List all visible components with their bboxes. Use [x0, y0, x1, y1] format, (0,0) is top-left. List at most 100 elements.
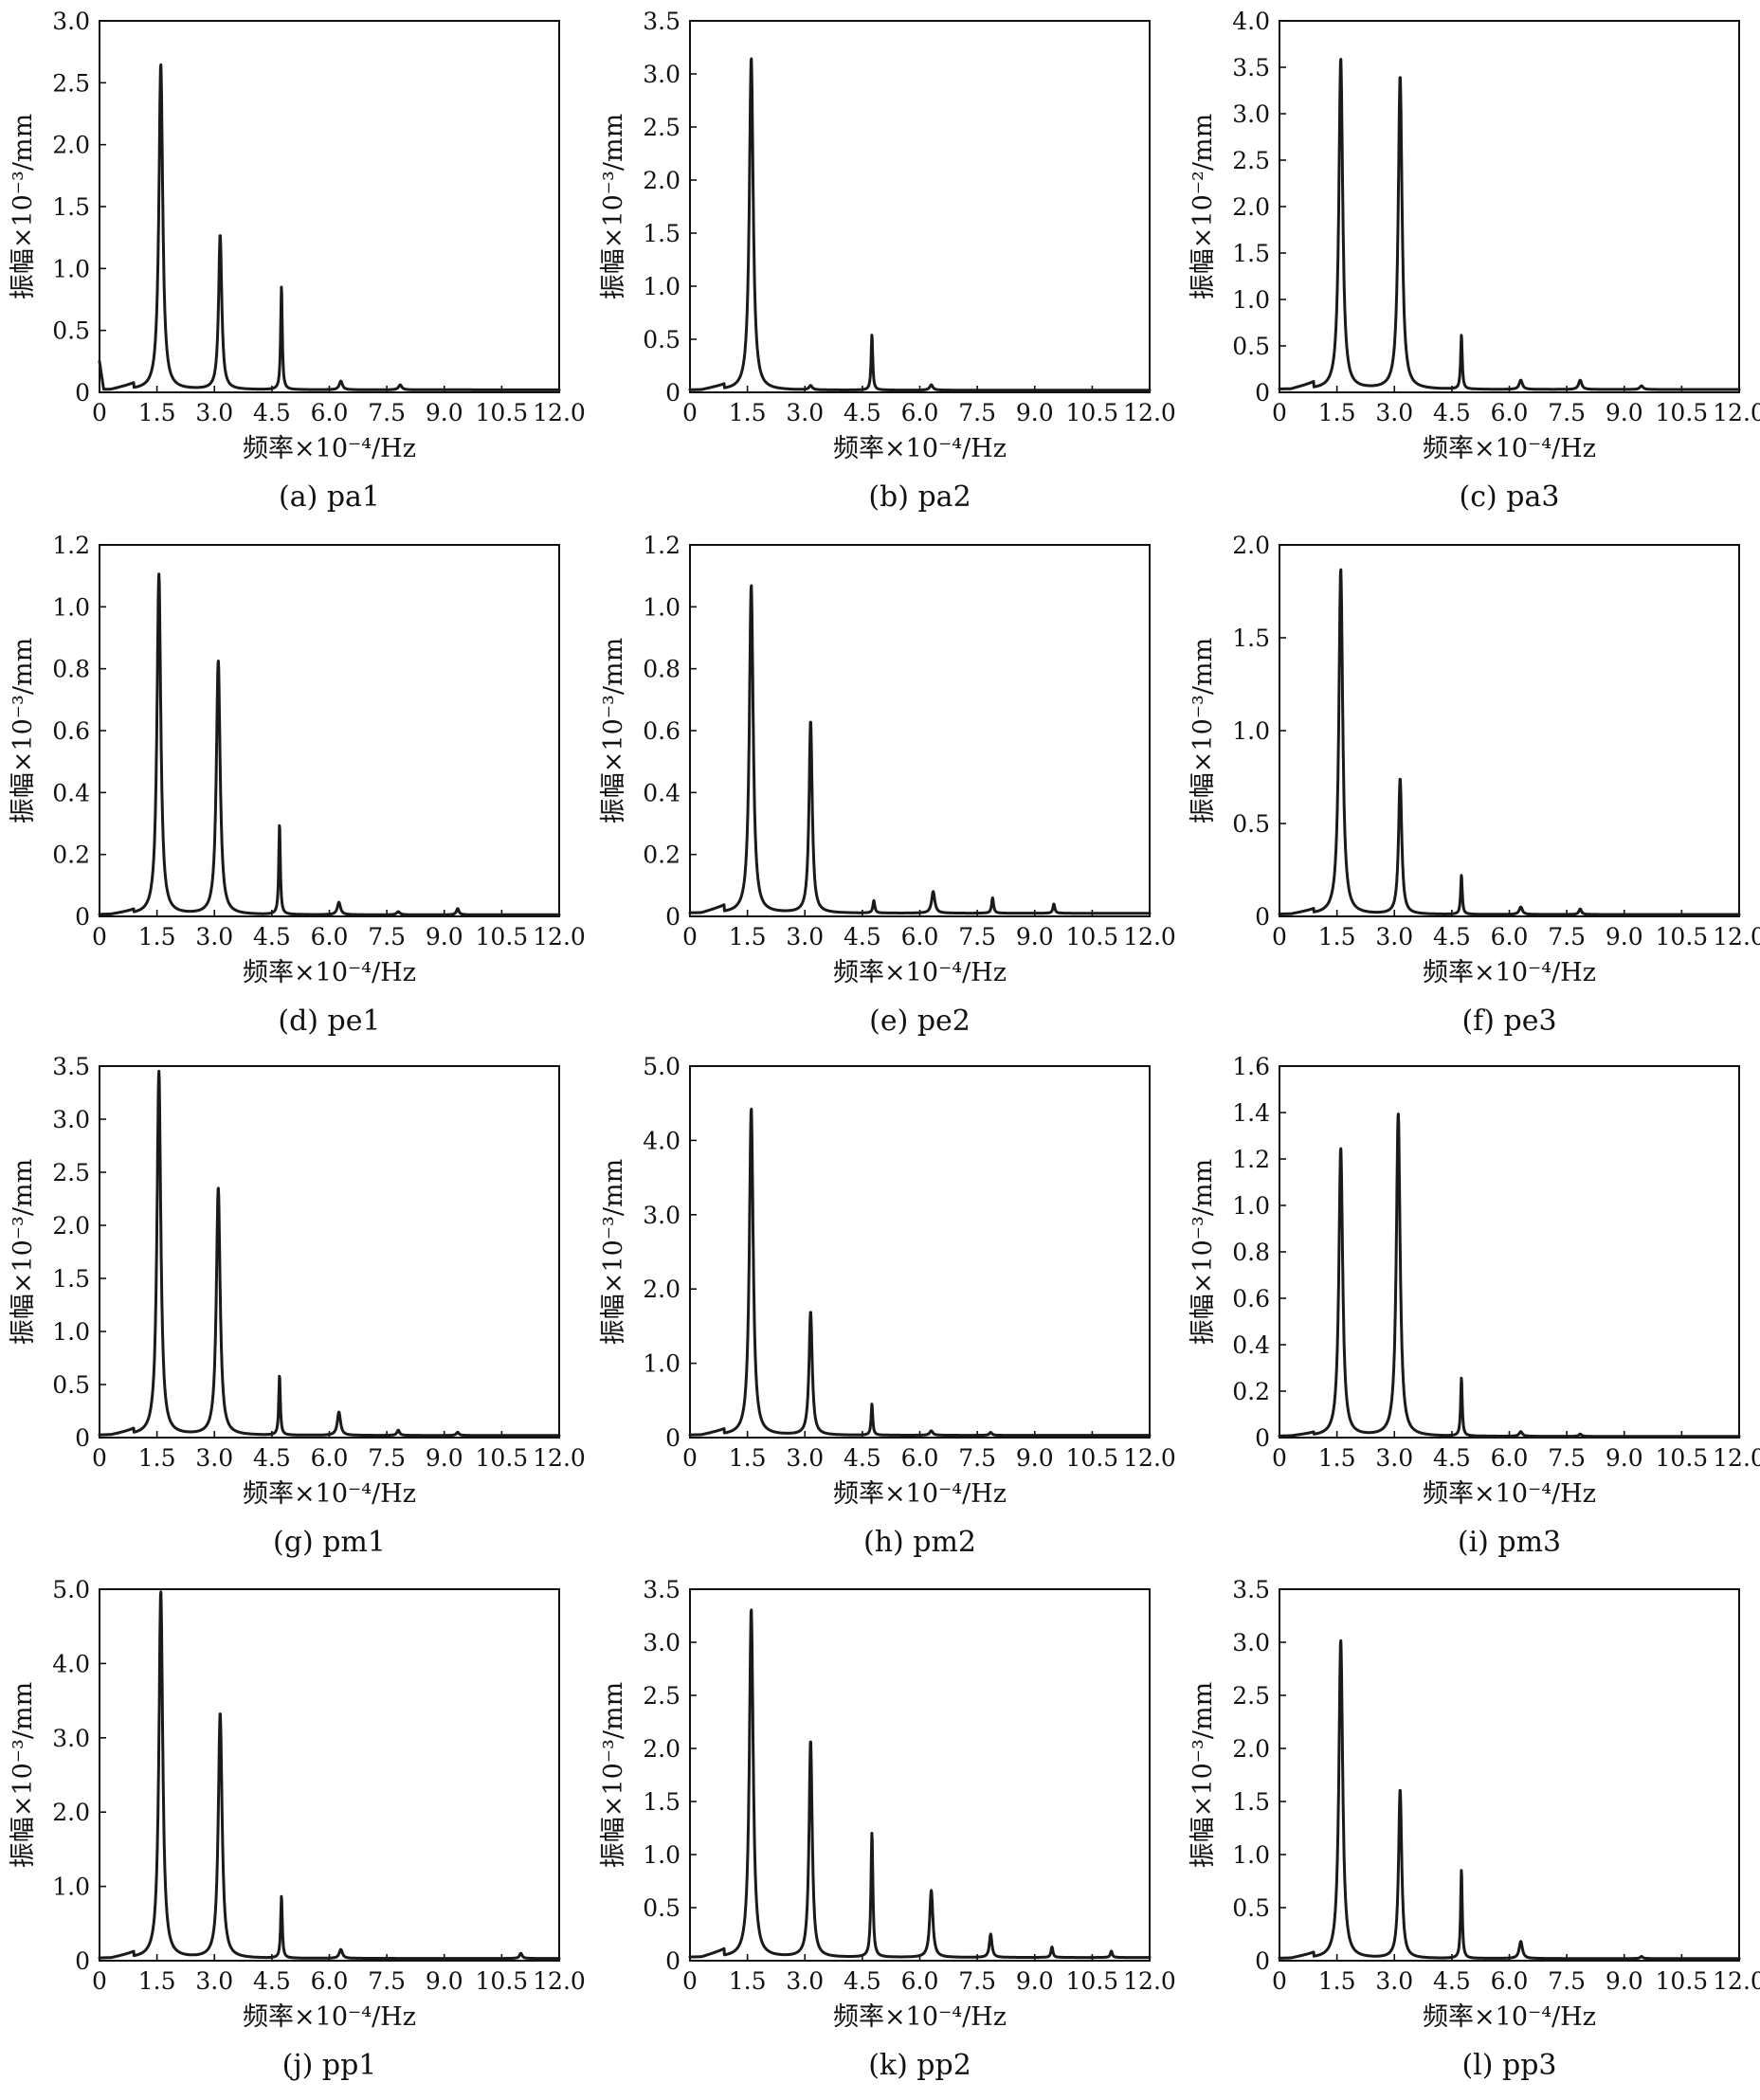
- y-axis-title: 振幅×10⁻³/mm: [599, 638, 628, 824]
- y-tick-label: 0.5: [643, 1894, 680, 1922]
- y-axis-title: 振幅×10⁻³/mm: [599, 1682, 628, 1868]
- x-tick-label: 1.5: [729, 1967, 767, 1995]
- y-tick-label: 0.2: [1232, 1378, 1270, 1405]
- y-tick-label: 2.0: [643, 1735, 680, 1763]
- x-tick-label: 9.0: [1606, 923, 1643, 950]
- y-tick-label: 2.0: [52, 1212, 90, 1240]
- x-tick-label: 7.5: [958, 399, 996, 426]
- y-tick-label: 0.2: [52, 842, 90, 869]
- x-tick-label: 4.5: [1433, 399, 1471, 426]
- panel-caption: (l) pp3: [1461, 2049, 1556, 2082]
- x-axis-title: 频率×10⁻⁴/Hz: [833, 958, 1007, 987]
- y-tick-label: 2.0: [1232, 1735, 1270, 1763]
- x-tick-label: 0: [1272, 923, 1287, 950]
- y-tick-label: 0.5: [1232, 810, 1270, 838]
- y-tick-label: 0.4: [1232, 1331, 1270, 1359]
- y-tick-label: 1.0: [1232, 286, 1270, 314]
- plot-frame: [99, 20, 560, 393]
- y-tick-label: 5.0: [52, 1576, 90, 1603]
- y-tick-label: 2.0: [1232, 193, 1270, 221]
- spectrum-line: [1278, 568, 1741, 916]
- x-tick-label: 7.5: [1548, 1444, 1586, 1472]
- y-axis-title: 振幅×10⁻³/mm: [9, 638, 38, 824]
- panel-caption: (b) pa2: [868, 480, 971, 514]
- x-tick-label: 3.0: [786, 399, 824, 426]
- x-tick-label: 1.5: [1318, 923, 1356, 950]
- plot-frame: [689, 20, 1151, 393]
- x-axis-title: 频率×10⁻⁴/Hz: [243, 434, 416, 463]
- chart-panel-j: 0 1.5 3.0 4.5 6.0 7.5 9.0 10.5 12.0 0 1.0 2.0 3.0 4.0…: [9, 1576, 586, 2082]
- x-tick-label: 4.5: [1433, 1444, 1471, 1472]
- x-tick-label: 6.0: [311, 923, 349, 950]
- y-axis-title: 振幅×10⁻³/mm: [9, 114, 38, 299]
- y-axis-title: 振幅×10⁻³/mm: [599, 114, 628, 299]
- x-tick-label: 1.5: [729, 1444, 767, 1472]
- y-tick-label: 3.0: [52, 1725, 90, 1752]
- x-tick-label: 12.0: [1123, 1444, 1176, 1472]
- x-tick-label: 9.0: [1016, 1444, 1054, 1472]
- spectrum-line: [1278, 1113, 1741, 1439]
- y-tick-label: 2.0: [52, 132, 90, 159]
- x-tick-label: 3.0: [195, 1444, 233, 1472]
- y-tick-label: 0: [75, 379, 90, 407]
- x-tick-label: 3.0: [1375, 399, 1413, 426]
- panel-caption: (a) pa1: [279, 480, 380, 514]
- y-tick-label: 1.0: [1232, 1192, 1270, 1220]
- x-tick-label: 3.0: [1375, 1444, 1413, 1472]
- panel-caption: (g) pm1: [273, 1526, 386, 1559]
- x-tick-label: 0: [92, 1967, 107, 1995]
- x-tick-label: 1.5: [1318, 1967, 1356, 1995]
- plot-frame: [1279, 1588, 1740, 1962]
- spectrum-line: [688, 1608, 1152, 1960]
- panel-caption: (j) pp1: [282, 2049, 377, 2082]
- x-tick-label: 12.0: [1123, 923, 1176, 950]
- y-tick-label: 1.5: [643, 220, 680, 247]
- y-axis-title: 振幅×10⁻³/mm: [9, 1682, 38, 1868]
- y-tick-label: 2.5: [1232, 147, 1270, 174]
- x-tick-label: 7.5: [1548, 923, 1586, 950]
- spectrum-line: [688, 584, 1152, 915]
- x-tick-label: 1.5: [138, 1967, 176, 1995]
- x-tick-label: 4.5: [253, 399, 291, 426]
- x-axis-title: 频率×10⁻⁴/Hz: [833, 434, 1007, 463]
- x-tick-label: 9.0: [426, 1444, 463, 1472]
- x-tick-label: 9.0: [1016, 923, 1054, 950]
- x-tick-label: 6.0: [901, 399, 939, 426]
- y-tick-label: 5.0: [643, 1053, 680, 1080]
- x-tick-label: 12.0: [1713, 1444, 1760, 1472]
- y-tick-label: 1.0: [643, 273, 680, 300]
- x-tick-label: 0: [92, 399, 107, 426]
- chart-panel-h: 0 1.5 3.0 4.5 6.0 7.5 9.0 10.5 12.0 0 1.0 2.0 3.0 4.0…: [599, 1053, 1176, 1559]
- x-tick-label: 4.5: [844, 1967, 881, 1995]
- x-tick-label: 4.5: [1433, 923, 1471, 950]
- spectrum-line: [98, 1069, 561, 1438]
- x-tick-label: 0: [682, 923, 698, 950]
- spectrum-line: [98, 63, 561, 391]
- y-tick-label: 0.4: [52, 779, 90, 806]
- y-tick-label: 4.0: [643, 1127, 680, 1154]
- x-tick-label: 1.5: [138, 399, 176, 426]
- x-tick-label: 12.0: [1123, 399, 1176, 426]
- x-tick-label: 0: [1272, 1444, 1287, 1472]
- x-axis-title: 频率×10⁻⁴/Hz: [243, 958, 416, 987]
- panel-caption: (e) pe2: [869, 1005, 971, 1038]
- y-tick-label: 1.0: [643, 1841, 680, 1869]
- x-axis-title: 频率×10⁻⁴/Hz: [243, 2002, 416, 2032]
- x-tick-label: 0: [92, 1444, 107, 1472]
- y-tick-label: 0.8: [1232, 1239, 1270, 1266]
- x-tick-label: 9.0: [1606, 1967, 1643, 1995]
- x-tick-label: 10.5: [1656, 399, 1709, 426]
- panel-caption: (c) pa3: [1460, 480, 1560, 514]
- x-tick-label: 6.0: [1491, 399, 1529, 426]
- plot-frame: [689, 1588, 1151, 1962]
- y-tick-label: 0.6: [643, 717, 680, 745]
- y-tick-label: 3.0: [52, 8, 90, 35]
- x-tick-label: 10.5: [1066, 399, 1119, 426]
- y-axis-title: 振幅×10⁻³/mm: [599, 1159, 628, 1345]
- x-tick-label: 10.5: [476, 1967, 529, 1995]
- x-tick-label: 3.0: [195, 399, 233, 426]
- y-tick-label: 3.5: [643, 1576, 680, 1603]
- x-axis-title: 频率×10⁻⁴/Hz: [1423, 434, 1596, 463]
- x-tick-label: 4.5: [844, 399, 881, 426]
